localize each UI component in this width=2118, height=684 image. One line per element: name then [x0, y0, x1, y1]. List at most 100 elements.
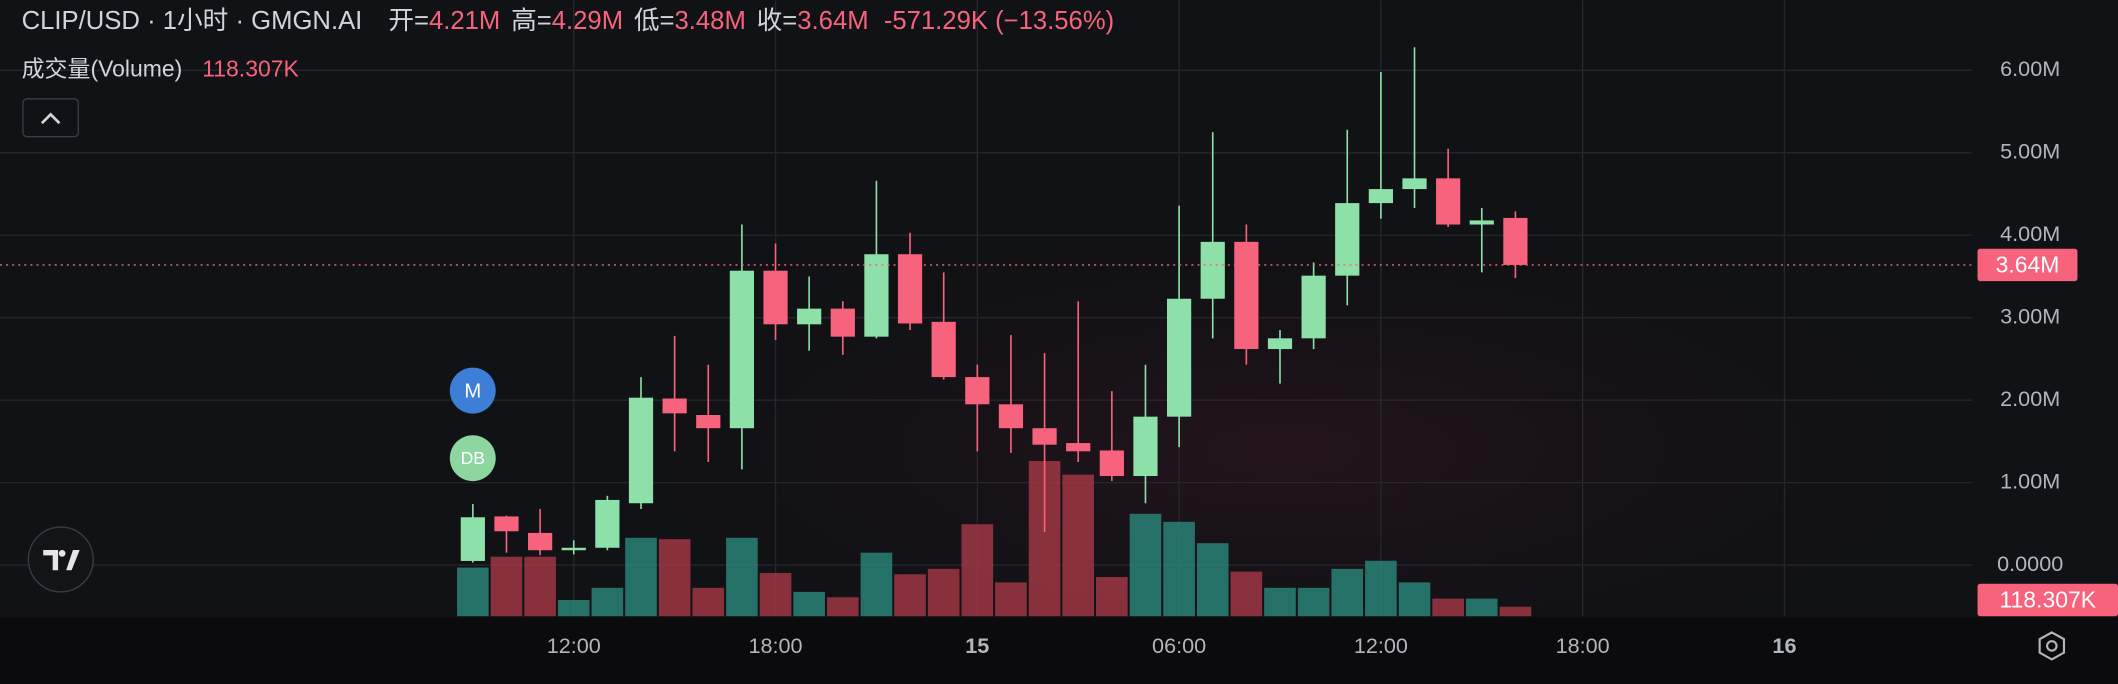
candle-body — [628, 397, 654, 504]
y-tick-label: 0.0000 — [1997, 551, 2063, 576]
settings-icon-center — [2046, 640, 2058, 652]
y-tick-label: 2.00M — [2000, 386, 2060, 411]
volume-bar — [1062, 474, 1095, 617]
volume-bar — [1297, 587, 1330, 617]
volume-bar — [726, 537, 758, 617]
candle-body — [1066, 443, 1091, 452]
marker-m[interactable] — [449, 367, 496, 414]
volume-bar — [692, 587, 725, 617]
volume-value: 118.307K — [202, 56, 299, 82]
volume-tag-label: 118.307K — [1999, 586, 2096, 612]
settings-icon — [2038, 631, 2066, 661]
candle-body — [494, 516, 519, 532]
price-tag — [1977, 248, 2078, 282]
volume-bar — [894, 574, 926, 617]
candle-body — [460, 517, 485, 561]
volume-bar — [826, 597, 859, 617]
symbol: CLIP/USD · 1小时 · GMGN.AI — [22, 6, 363, 35]
volume-bar — [490, 556, 523, 617]
candle-body — [1133, 416, 1158, 477]
x-tick-label: 16 — [1772, 633, 1796, 658]
settings-button[interactable] — [2038, 631, 2066, 661]
candle-body — [1368, 189, 1393, 204]
x-tick-label: 18:00 — [748, 633, 802, 658]
candle-body — [931, 321, 956, 378]
time-axis-band — [0, 617, 2118, 684]
ohlc-value: 4.29M — [552, 7, 623, 35]
tv-logo-icon — [43, 550, 80, 571]
volume-bar — [1465, 598, 1498, 617]
candle-body — [729, 270, 755, 429]
volume-tag — [1977, 583, 2118, 617]
candle-body — [763, 270, 788, 325]
volume-bar — [591, 587, 624, 617]
x-tick-label: 12:00 — [547, 633, 601, 658]
candle-body — [1032, 428, 1057, 445]
change: -571.29K (−13.56%) — [884, 7, 1114, 35]
header: CLIP/USD · 1小时 · GMGN.AI 开=4.21M 高=4.29M 低… — [22, 6, 1115, 35]
candle-body — [1301, 275, 1326, 339]
volume-bar — [1499, 606, 1532, 617]
marker-db[interactable] — [449, 435, 496, 482]
y-tick-label: 1.00M — [2000, 468, 2060, 493]
volume-bar — [961, 524, 994, 617]
candle-body — [1099, 450, 1124, 477]
volume-bar — [625, 537, 657, 617]
volume-bar — [927, 568, 960, 617]
volume-bar — [1129, 513, 1162, 617]
ohlc-label: 高= — [511, 6, 552, 35]
volume-bar — [1398, 582, 1431, 617]
volume-bar — [995, 582, 1027, 617]
y-tick-label: 6.00M — [2000, 56, 2060, 81]
marker-db-label: DB — [461, 448, 485, 468]
candle-body — [696, 415, 721, 429]
collapse-button[interactable] — [22, 98, 80, 138]
volume-bar — [1264, 587, 1296, 617]
x-tick-label: 12:00 — [1354, 633, 1408, 658]
tv-logo[interactable] — [27, 526, 94, 593]
volume-bar — [524, 556, 556, 617]
axes: 0.0000 1.00M 2.00M 3.00M 4.00M 5.00M 6.00M 12:0… — [0, 56, 2118, 658]
candle-body — [1166, 298, 1192, 417]
candle-body — [1402, 178, 1427, 190]
candle-body — [998, 404, 1024, 429]
candle-body — [561, 547, 586, 551]
candle-body — [595, 499, 620, 548]
volume-bar — [1163, 521, 1195, 617]
x-tick-label: 18:00 — [1556, 633, 1610, 658]
y-tick-label: 3.00M — [2000, 303, 2060, 328]
volume-legend: 成交量(Volume) 118.307K — [22, 56, 300, 82]
volume-bar — [557, 599, 590, 617]
volume-bar — [457, 567, 489, 617]
candle-body — [1267, 338, 1293, 350]
candle-body — [965, 377, 990, 405]
price-tag-label: 3.64M — [1996, 251, 2060, 277]
y-tick-label: 4.00M — [2000, 221, 2060, 246]
x-tick-label: 15 — [965, 633, 989, 658]
candle-body — [897, 254, 923, 324]
volume-bar — [1365, 560, 1397, 617]
marker-m-label: M — [464, 380, 481, 402]
ohlc-label: 开= — [388, 7, 429, 35]
candle-body — [528, 532, 553, 551]
ohlc-value: 4.21M — [429, 7, 500, 35]
candle-body — [1200, 241, 1225, 299]
ohlc-label: 低= — [634, 6, 675, 35]
volume-name: 成交量(Volume) — [22, 56, 183, 82]
ohlc-value: 3.64M — [797, 7, 868, 35]
volume-bar — [1432, 598, 1464, 617]
collapse-icon — [40, 112, 61, 125]
candle-body — [1234, 241, 1259, 350]
volume-bar — [1196, 543, 1229, 617]
ohlc: 开=4.21M 高=4.29M 低=3.48M 收=3.64M — [388, 6, 868, 35]
candle-body — [662, 398, 687, 414]
candle-body — [864, 254, 889, 337]
candle-body — [797, 308, 822, 325]
candle-layer — [460, 47, 1528, 563]
candle-body — [1469, 220, 1494, 225]
volume-bar — [1331, 568, 1364, 617]
volume-bar — [1096, 577, 1128, 617]
volume-layer — [457, 461, 1532, 617]
